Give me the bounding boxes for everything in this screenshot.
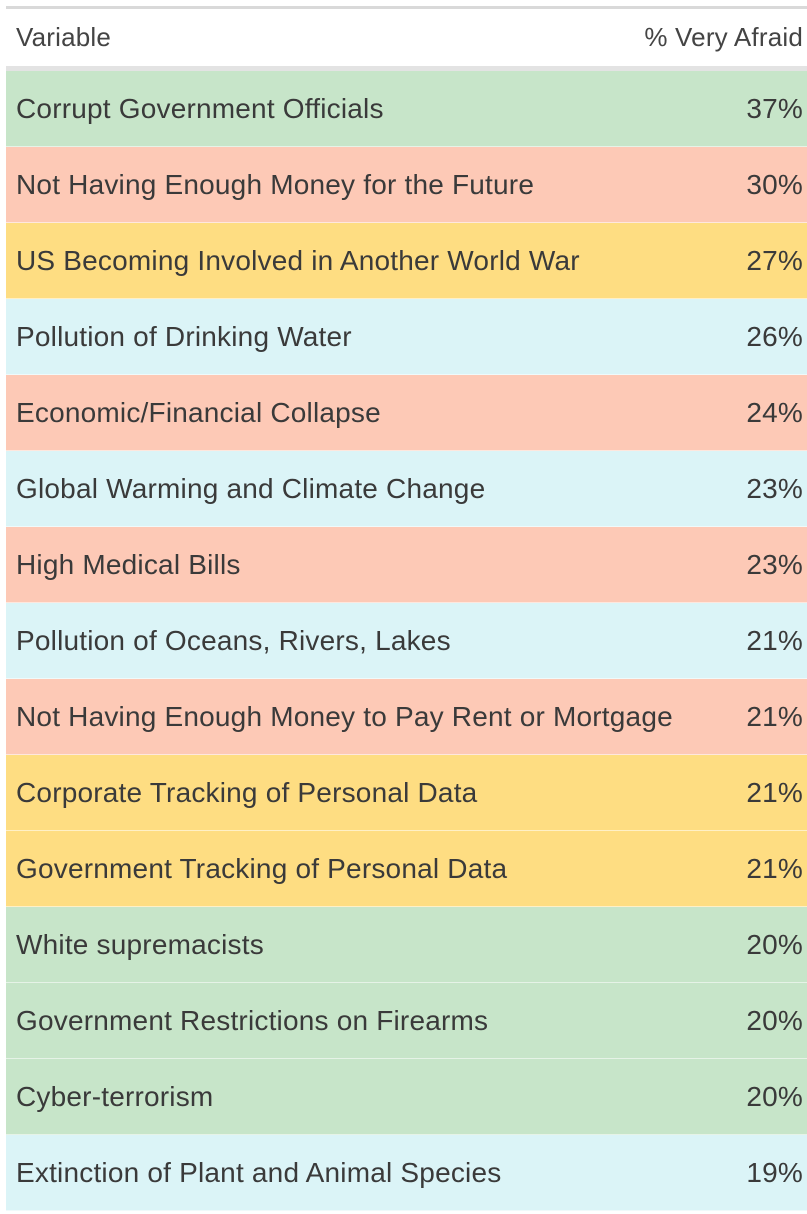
row-variable: Government Tracking of Personal Data: [16, 852, 508, 884]
row-value: 30%: [746, 168, 803, 200]
table-row: Government Tracking of Personal Data 21%: [6, 831, 807, 907]
row-variable: Corrupt Government Officials: [16, 92, 384, 124]
row-value: 27%: [746, 244, 803, 276]
header-variable: Variable: [16, 22, 112, 52]
row-variable: Government Restrictions on Firearms: [16, 1004, 489, 1036]
table-row: Economic/Financial Collapse 24%: [6, 375, 807, 451]
header-value: % Very Afraid: [644, 22, 803, 52]
row-variable: Pollution of Oceans, Rivers, Lakes: [16, 624, 451, 656]
table-row: Pollution of Drinking Water 26%: [6, 299, 807, 375]
row-variable: Economic/Financial Collapse: [16, 396, 381, 428]
row-value: 23%: [746, 548, 803, 580]
row-value: 21%: [746, 700, 803, 732]
row-value: 24%: [746, 396, 803, 428]
row-value: 21%: [746, 852, 803, 884]
row-value: 21%: [746, 624, 803, 656]
table-top-rule: [6, 6, 807, 9]
row-variable: White supremacists: [16, 928, 264, 960]
table-row: Not Having Enough Money to Pay Rent or M…: [6, 679, 807, 755]
table-header: Variable % Very Afraid: [6, 9, 807, 71]
table-body: Corrupt Government Officials 37% Not Havin…: [6, 71, 807, 1211]
table-row: Pollution of Oceans, Rivers, Lakes 21%: [6, 603, 807, 679]
row-value: 21%: [746, 776, 803, 808]
row-value: 20%: [746, 928, 803, 960]
table-row: Government Restrictions on Firearms 20%: [6, 983, 807, 1059]
table-row: Cyber-terrorism 20%: [6, 1059, 807, 1135]
row-variable: Pollution of Drinking Water: [16, 320, 352, 352]
table-row: Not Having Enough Money for the Future 30…: [6, 147, 807, 223]
row-variable: Not Having Enough Money to Pay Rent or M…: [16, 700, 673, 732]
row-value: 20%: [746, 1004, 803, 1036]
row-value: 19%: [746, 1156, 803, 1188]
row-value: 23%: [746, 472, 803, 504]
row-variable: Extinction of Plant and Animal Species: [16, 1156, 502, 1188]
table-row: Global Warming and Climate Change 23%: [6, 451, 807, 527]
row-variable: Global Warming and Climate Change: [16, 472, 486, 504]
row-variable: High Medical Bills: [16, 548, 241, 580]
row-variable: Not Having Enough Money for the Future: [16, 168, 535, 200]
row-value: 37%: [746, 92, 803, 124]
row-variable: US Becoming Involved in Another World Wa…: [16, 244, 580, 276]
table-row: High Medical Bills 23%: [6, 527, 807, 603]
table-row: US Becoming Involved in Another World Wa…: [6, 223, 807, 299]
row-variable: Cyber-terrorism: [16, 1080, 214, 1112]
table-row: White supremacists 20%: [6, 907, 807, 983]
fear-table: Variable % Very Afraid Corrupt Governmen…: [6, 6, 807, 1211]
row-value: 20%: [746, 1080, 803, 1112]
row-value: 26%: [746, 320, 803, 352]
table-row: Corrupt Government Officials 37%: [6, 71, 807, 147]
table-row: Corporate Tracking of Personal Data 21%: [6, 755, 807, 831]
table-row: Extinction of Plant and Animal Species 19…: [6, 1135, 807, 1211]
row-variable: Corporate Tracking of Personal Data: [16, 776, 478, 808]
